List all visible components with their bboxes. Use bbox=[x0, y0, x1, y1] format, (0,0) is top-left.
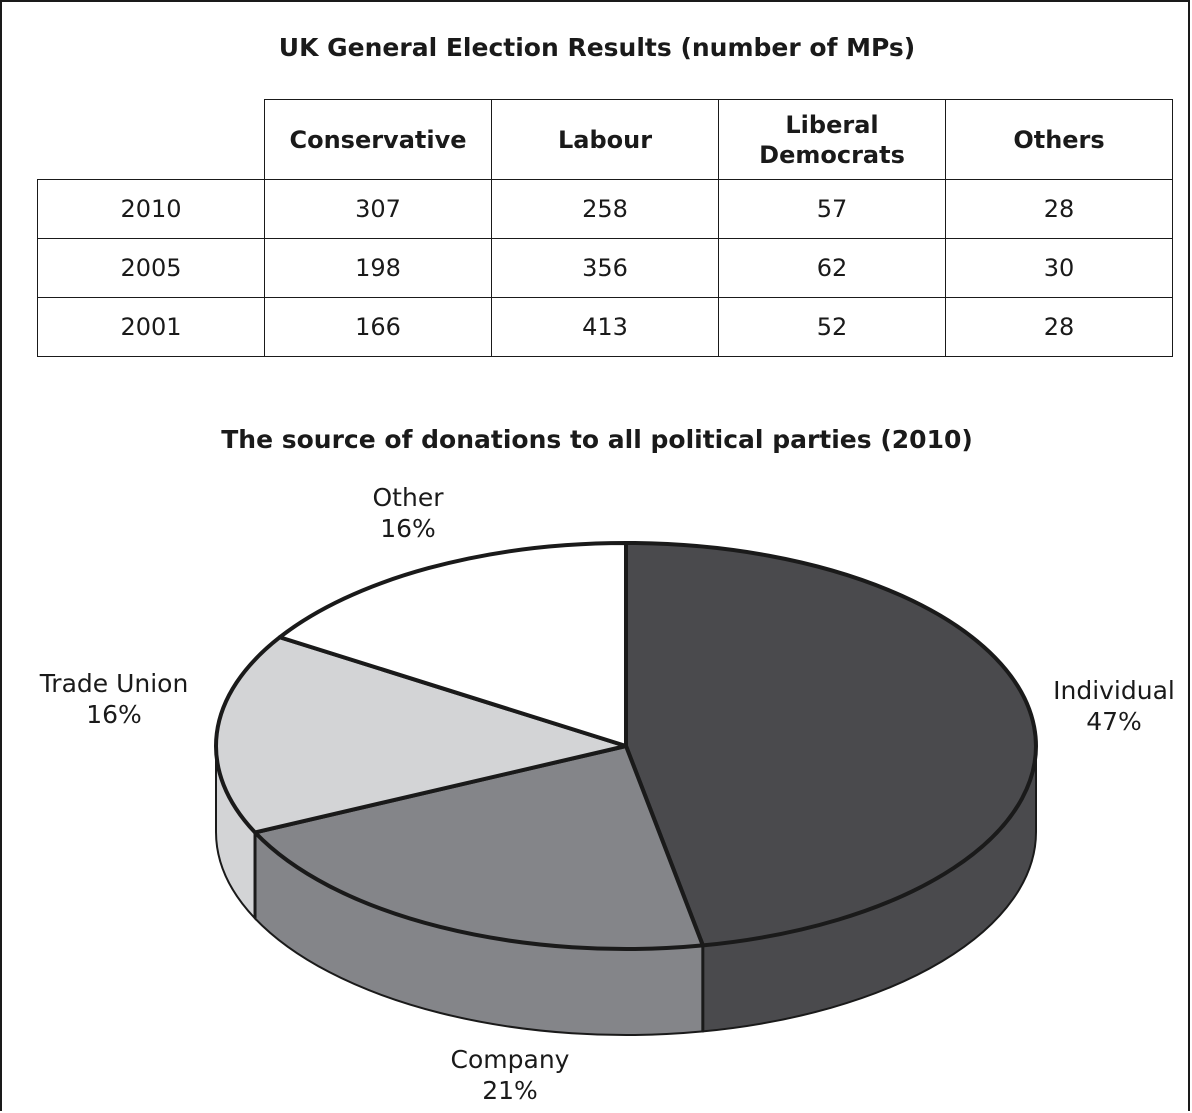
cell-conservative: 166 bbox=[264, 297, 492, 357]
pie-slice-company bbox=[253, 744, 705, 951]
header-others: Others bbox=[945, 99, 1173, 180]
header-conservative: Conservative bbox=[264, 99, 492, 180]
row-year: 2001 bbox=[37, 297, 265, 357]
pie-label-trade-union: Trade Union bbox=[39, 669, 189, 698]
table-header-row: Conservative Labour Liberal Democrats Oth… bbox=[37, 99, 1173, 180]
row-year: 2005 bbox=[37, 238, 265, 298]
cell-liberal-democrats: 62 bbox=[718, 238, 946, 298]
pie-label-company: Company bbox=[451, 1045, 570, 1074]
header-liberal-democrats: Liberal Democrats bbox=[718, 99, 946, 180]
pie-label-individual: Individual bbox=[1053, 676, 1175, 705]
table-title: UK General Election Results (number of M… bbox=[278, 33, 916, 62]
pie-slice-other bbox=[277, 541, 628, 748]
cell-labour: 413 bbox=[491, 297, 719, 357]
pie-value-individual: 47% bbox=[1086, 707, 1142, 736]
election-results-table: Conservative Labour Liberal Democrats Oth… bbox=[37, 99, 1173, 357]
cell-labour: 258 bbox=[491, 179, 719, 239]
table-row: 2001 166 413 52 28 bbox=[37, 297, 1173, 357]
header-labour: Labour bbox=[491, 99, 719, 180]
pie-chart-title: The source of donations to all political… bbox=[221, 425, 973, 454]
row-year: 2010 bbox=[37, 179, 265, 239]
table-row: 2005 198 356 62 30 bbox=[37, 238, 1173, 298]
pie-value-other: 16% bbox=[380, 514, 436, 543]
cell-others: 30 bbox=[945, 238, 1173, 298]
pie-slice-trade-union bbox=[214, 635, 628, 835]
pie-top-faces bbox=[214, 541, 1038, 951]
pie-value-trade-union: 16% bbox=[86, 700, 142, 729]
pie-slice-individual bbox=[624, 541, 1038, 948]
cell-liberal-democrats: 57 bbox=[718, 179, 946, 239]
cell-others: 28 bbox=[945, 179, 1173, 239]
cell-liberal-democrats: 52 bbox=[718, 297, 946, 357]
table-row: 2010 307 258 57 28 bbox=[37, 179, 1173, 239]
pie-side-edges bbox=[215, 746, 1037, 1032]
table-corner-cell bbox=[37, 99, 265, 180]
cell-others: 28 bbox=[945, 297, 1173, 357]
cell-labour: 356 bbox=[491, 238, 719, 298]
pie-value-company: 21% bbox=[482, 1076, 538, 1105]
pie-label-other: Other bbox=[373, 483, 445, 512]
